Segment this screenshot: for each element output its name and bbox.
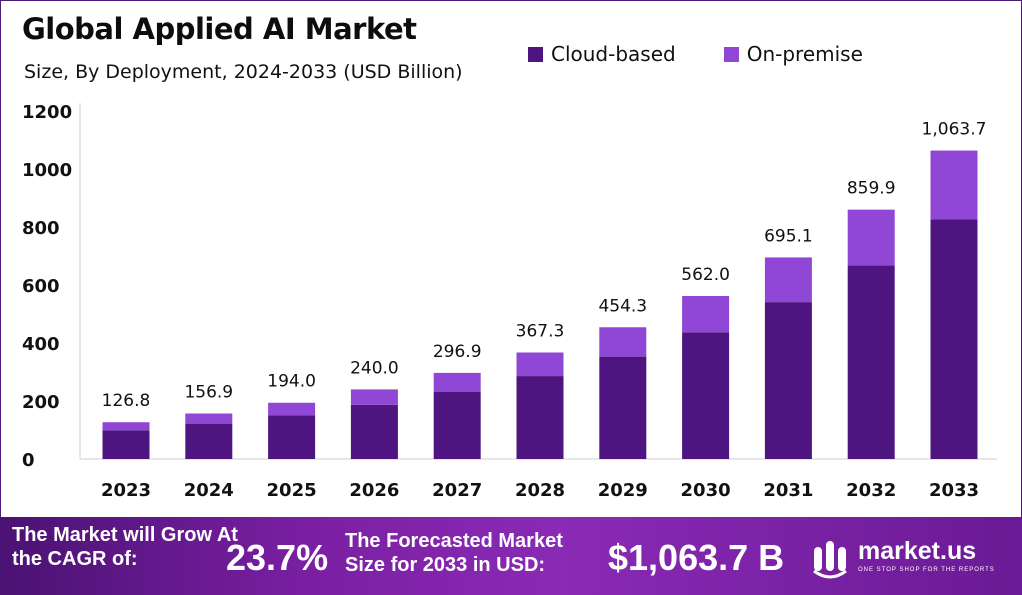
bar-cloud-based	[433, 392, 481, 459]
legend-label-onpremise: On-premise	[746, 42, 863, 66]
y-tick-label: 400	[22, 334, 60, 355]
y-tick-label: 600	[22, 276, 60, 297]
x-tick-label: 2031	[763, 480, 813, 501]
chart-legend: Cloud-based On-premise	[528, 42, 863, 66]
chart-subtitle: Size, By Deployment, 2024-2033 (USD Bill…	[24, 61, 463, 83]
bar-on-premise	[682, 296, 730, 333]
forecast-label: The Forecasted Market Size for 2033 in U…	[345, 530, 563, 576]
total-data-label: 194.0	[267, 372, 316, 392]
cagr-label: The Market will Grow At the CAGR of:	[12, 524, 238, 570]
legend-item-onpremise: On-premise	[723, 42, 863, 66]
bar-on-premise	[350, 389, 398, 405]
total-data-label: 1,063.7	[922, 120, 987, 140]
bar-on-premise	[185, 413, 233, 424]
x-tick-label: 2028	[515, 480, 565, 501]
bar-cloud-based	[599, 356, 647, 459]
x-tick-label: 2024	[184, 480, 234, 501]
brand-tagline: ONE STOP SHOP FOR THE REPORTS	[858, 567, 995, 573]
total-data-label: 859.9	[847, 179, 896, 199]
bar-cloud-based	[102, 430, 150, 459]
legend-label-cloud: Cloud-based	[551, 42, 676, 66]
bar-on-premise	[516, 352, 564, 377]
total-data-label: 562.0	[681, 265, 730, 285]
bar-on-premise	[599, 327, 647, 357]
bar-on-premise	[268, 402, 316, 416]
total-data-label: 454.3	[598, 296, 647, 316]
y-tick-label: 0	[22, 450, 35, 471]
bar-cloud-based	[350, 404, 398, 459]
bar-cloud-based	[930, 219, 978, 459]
bar-chart: 0 200 400 600 800 1000 1200 126.8 2023 156.9 2024 1…	[22, 102, 997, 501]
bar-cloud-based	[764, 302, 812, 459]
bar-cloud-based	[516, 376, 564, 459]
brand-name: market.us	[858, 537, 977, 565]
bar-on-premise	[847, 209, 895, 266]
y-tick-label: 1000	[22, 160, 72, 181]
forecast-value: $1,063.7 B	[608, 537, 785, 578]
cagr-value: 23.7%	[226, 537, 329, 578]
bar-cloud-based	[682, 332, 730, 459]
brand-logo: market.us ONE STOP SHOP FOR THE REPORTS	[812, 537, 1012, 589]
legend-swatch-cloud	[528, 46, 543, 62]
y-tick-label: 800	[22, 218, 60, 239]
bar-on-premise	[433, 372, 481, 393]
y-tick-label: 200	[22, 392, 60, 413]
footer-banner: The Market will Grow At the CAGR of: 23.…	[0, 517, 1022, 595]
bar-on-premise	[102, 422, 150, 431]
x-tick-label: 2023	[101, 480, 151, 501]
bar-on-premise	[930, 150, 978, 220]
bar-cloud-based	[185, 423, 233, 459]
bar-on-premise	[764, 257, 812, 303]
total-data-label: 296.9	[433, 342, 482, 362]
y-tick-label: 1200	[22, 102, 72, 123]
x-tick-label: 2027	[432, 480, 482, 501]
legend-item-cloud: Cloud-based	[528, 42, 676, 66]
x-tick-label: 2026	[349, 480, 399, 501]
total-data-label: 126.8	[102, 391, 151, 411]
total-data-label: 240.0	[350, 358, 399, 378]
x-tick-label: 2025	[267, 480, 317, 501]
total-data-label: 695.1	[764, 226, 813, 246]
x-tick-label: 2032	[846, 480, 896, 501]
bar-cloud-based	[847, 265, 895, 459]
x-tick-label: 2033	[929, 480, 979, 501]
legend-swatch-onpremise	[723, 46, 739, 62]
chart-title: Global Applied AI Market	[22, 12, 417, 46]
brand-logo-icon	[813, 541, 847, 579]
x-tick-label: 2030	[681, 480, 731, 501]
bar-cloud-based	[268, 415, 316, 459]
total-data-label: 367.3	[516, 321, 565, 341]
total-data-label: 156.9	[184, 382, 233, 402]
x-tick-label: 2029	[598, 480, 648, 501]
